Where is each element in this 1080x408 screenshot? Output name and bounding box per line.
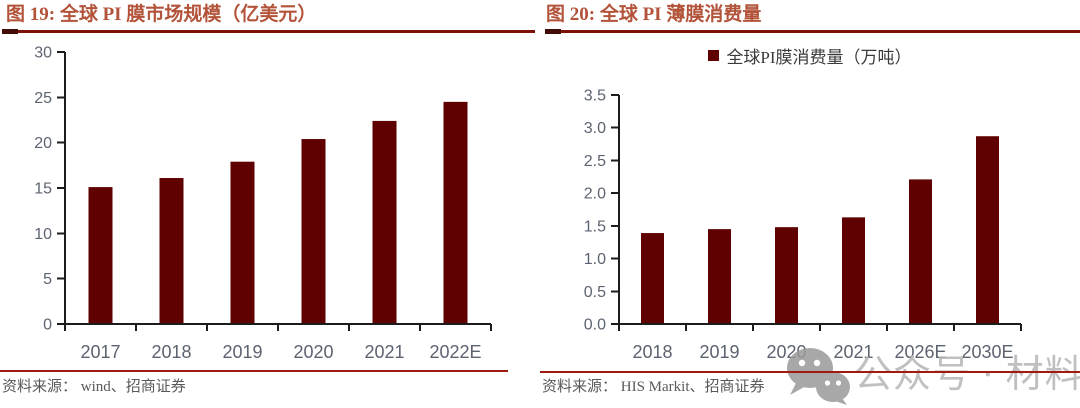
figure20-legend: 全球PI膜消费量（万吨） <box>540 45 1080 67</box>
svg-text:3.5: 3.5 <box>584 88 606 105</box>
svg-text:3.0: 3.0 <box>584 120 606 137</box>
svg-text:2026E: 2026E <box>894 342 946 362</box>
wechat-icon <box>787 348 850 405</box>
svg-text:25: 25 <box>34 90 52 107</box>
svg-text:1.0: 1.0 <box>584 251 606 268</box>
figure20-rule-cap <box>545 29 561 34</box>
svg-text:0.0: 0.0 <box>584 317 606 334</box>
svg-text:2019: 2019 <box>222 342 262 362</box>
legend-swatch-icon <box>708 49 720 61</box>
figure20-source: 资料来源： HIS Markit、招商证券 <box>542 379 765 395</box>
svg-text:2018: 2018 <box>151 342 191 362</box>
svg-text:2019: 2019 <box>699 342 739 362</box>
watermark-text: 公众号 · 材料圈 <box>854 354 1080 396</box>
svg-text:5: 5 <box>43 271 52 288</box>
figure20-title: 图 20: 全球 PI 薄膜消费量 <box>546 4 762 25</box>
svg-text:30: 30 <box>34 45 52 62</box>
watermark: 公众号 · 材料圈 <box>784 344 1080 406</box>
svg-text:2020: 2020 <box>293 342 333 362</box>
svg-text:2.0: 2.0 <box>584 186 606 203</box>
svg-text:1.5: 1.5 <box>584 218 606 235</box>
svg-text:2017: 2017 <box>80 342 120 362</box>
figure19-title: 图 19: 全球 PI 膜市场规模（亿美元） <box>6 4 317 25</box>
svg-text:2.5: 2.5 <box>584 153 606 170</box>
svg-text:0.5: 0.5 <box>584 284 606 301</box>
svg-text:0: 0 <box>43 317 52 334</box>
figure19-rule-cap <box>2 29 18 34</box>
figure19-source: 资料来源： wind、招商证券 <box>2 379 186 395</box>
svg-text:2018: 2018 <box>632 342 672 362</box>
figure19-title-rule <box>2 29 535 34</box>
figure19-source-divider <box>0 370 508 372</box>
svg-text:20: 20 <box>34 135 52 152</box>
figure20-title-rule <box>545 29 1080 34</box>
svg-text:2021: 2021 <box>364 342 404 362</box>
svg-text:15: 15 <box>34 181 52 198</box>
legend-label: 全球PI膜消费量（万吨） <box>726 47 912 67</box>
svg-text:2021: 2021 <box>833 342 873 362</box>
svg-text:10: 10 <box>34 226 52 243</box>
svg-text:2030E: 2030E <box>961 342 1013 362</box>
svg-text:2022E: 2022E <box>429 342 481 362</box>
figure20-source-divider <box>540 371 1080 373</box>
